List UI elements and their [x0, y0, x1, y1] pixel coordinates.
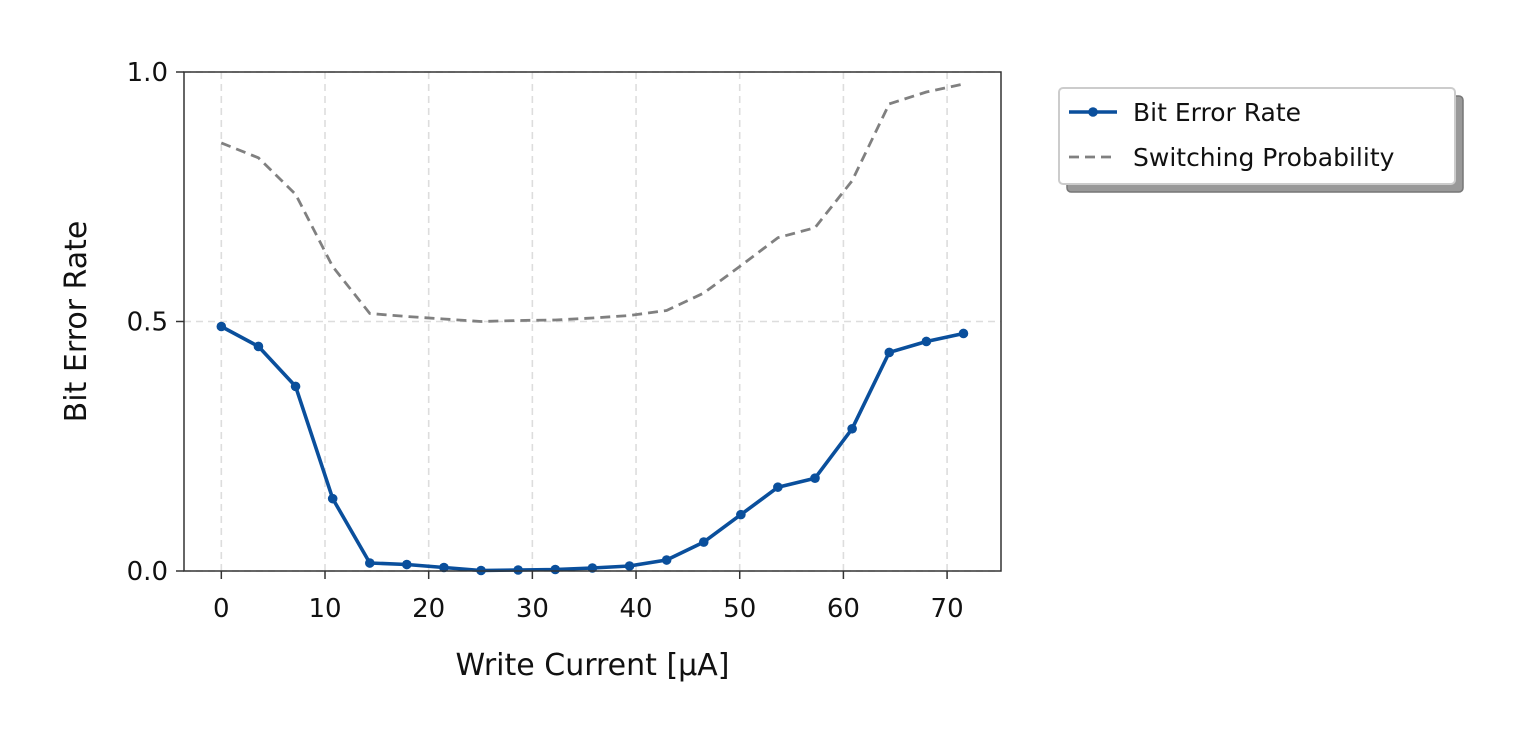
x-axis-ticks: 0 10 20 30 40 50 60 70	[213, 571, 964, 624]
data-point	[624, 561, 635, 571]
y-axis-ticks: 0.0 0.5 1.0	[127, 58, 184, 587]
data-point	[253, 341, 264, 352]
data-point	[216, 321, 227, 332]
x-tick-label: 30	[516, 594, 549, 624]
x-tick-label: 60	[827, 594, 860, 624]
y-axis-label: Bit Error Rate	[59, 221, 94, 423]
y-tick-label: 1.0	[127, 58, 168, 88]
series-layer	[216, 82, 969, 576]
data-point	[921, 336, 932, 347]
legend-label-bit-error-rate: Bit Error Rate	[1133, 98, 1301, 127]
grid-lines	[184, 71, 1001, 572]
legend-entry-bit-error-rate: Bit Error Rate	[1069, 98, 1301, 127]
data-point	[736, 509, 746, 520]
data-point	[884, 347, 895, 358]
data-point	[513, 565, 523, 575]
x-axis-label: Write Current [μA]	[456, 648, 730, 683]
series-line-0	[220, 324, 964, 573]
y-tick-label: 0.0	[127, 557, 168, 587]
x-tick-label: 10	[308, 594, 341, 624]
series-line-1	[220, 82, 964, 323]
data-point	[810, 473, 820, 483]
legend-box	[1058, 87, 1456, 185]
data-point	[327, 493, 338, 504]
data-point	[661, 555, 672, 565]
legend: Bit Error Rate Switching Probability	[1058, 87, 1464, 193]
data-point	[847, 423, 857, 434]
y-tick-label: 0.5	[127, 308, 168, 338]
x-tick-label: 40	[619, 594, 652, 624]
data-point	[550, 564, 561, 575]
x-tick-label: 70	[931, 594, 964, 624]
data-point	[364, 558, 375, 568]
data-point	[439, 562, 449, 573]
data-point	[773, 482, 783, 492]
data-point	[290, 381, 301, 392]
legend-marker-bit-error-rate	[1088, 107, 1098, 117]
x-tick-label: 50	[723, 594, 756, 624]
data-point	[402, 559, 412, 570]
x-tick-label: 0	[213, 594, 230, 624]
x-tick-label: 20	[412, 594, 445, 624]
legend-label-switching-probability: Switching Probability	[1133, 143, 1395, 172]
data-point	[958, 328, 969, 339]
legend-entry-switching-probability: Switching Probability	[1069, 143, 1395, 172]
data-point	[698, 537, 709, 547]
